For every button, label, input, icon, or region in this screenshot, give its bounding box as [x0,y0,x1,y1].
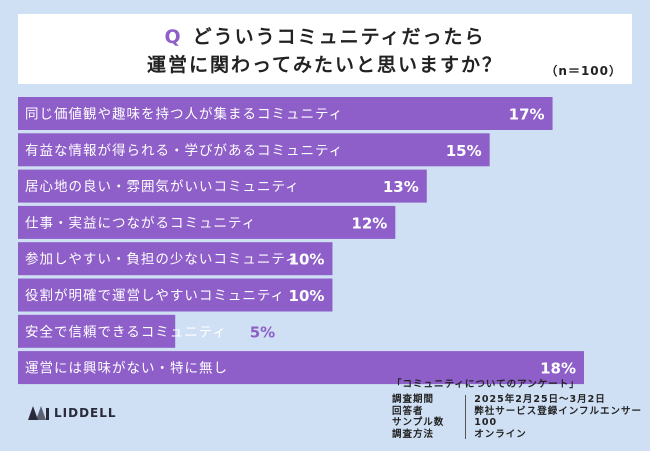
bar-category-label: 参加しやすい・負担の少ないコミュニティ [25,251,300,268]
bar [18,314,176,348]
logo-text: LIDDELL [54,406,117,420]
survey-key: 調査方法 [392,428,435,440]
bar-category-label: 有益な情報が得られる・学びがあるコミュニティ [25,142,343,159]
survey-value: 弊社サービス登録インフルエンサー [474,405,642,417]
bar-category-label: 安全で信頼できるコミュニティ [25,323,227,340]
bar-value-label: 13% [383,178,419,196]
question-mark: Q [164,26,183,48]
survey-keys: 調査期間 回答者 サンプル数 調査方法 [392,394,465,440]
bar-category-label: 同じ価値観や趣味を持つ人が集まるコミュニティ [25,106,343,123]
logo: LIDDELL [28,406,117,420]
survey-info: 「コミュニティについてのアンケート」 調査期間 回答者 サンプル数 調査方法 2… [392,376,642,440]
survey-key: 回答者 [392,405,424,417]
logo-icon [28,406,49,420]
question-line-1: Q どういうコミュニティだったら [18,22,632,49]
survey-divider [465,395,467,439]
bar [18,133,490,167]
bar [18,278,333,312]
bar-value-label: 15% [446,142,482,160]
bar [18,351,584,385]
bar-value-label: 18% [540,360,576,378]
bar-value-label: 10% [289,287,325,305]
question-text-1: どういうコミュニティだったら [192,26,486,48]
bar-category-label: 仕事・実益につながるコミュニティ [25,215,256,231]
survey-title: 「コミュニティについてのアンケート」 [392,379,580,390]
survey-key: サンプル数 [392,417,445,428]
question-text-2: 運営に関わってみたいと思いますか？ [146,54,504,76]
bar [18,169,427,203]
bar [18,205,396,239]
bar [18,242,333,276]
survey-values: 2025年2月25日〜3月2日 弊社サービス登録インフルエンサー 100 オンラ… [474,394,642,440]
question-box: Q どういうコミュニティだったら 運営に関わってみたいと思いますか？ （n＝100… [18,14,632,84]
bar-category-label: 運営には興味がない・特に無し [25,361,228,377]
bar-value-label: 10% [289,251,325,269]
survey-value: 100 [474,417,498,428]
survey-value: オンライン [474,428,527,440]
bar-value-label: 17% [509,106,545,124]
survey-key: 調査期間 [392,394,435,405]
bar [18,97,553,130]
sample-size: （n＝100） [545,64,622,78]
bar-category-label: 居心地の良い・雰囲気がいいコミュニティ [25,179,300,195]
bar-category-label: 役割が明確で運営しやすいコミュニティ [25,287,285,304]
bar-value-label: 12% [351,214,387,232]
bar-value-label: 5% [250,323,275,341]
survey-value: 2025年2月25日〜3月2日 [474,394,606,405]
